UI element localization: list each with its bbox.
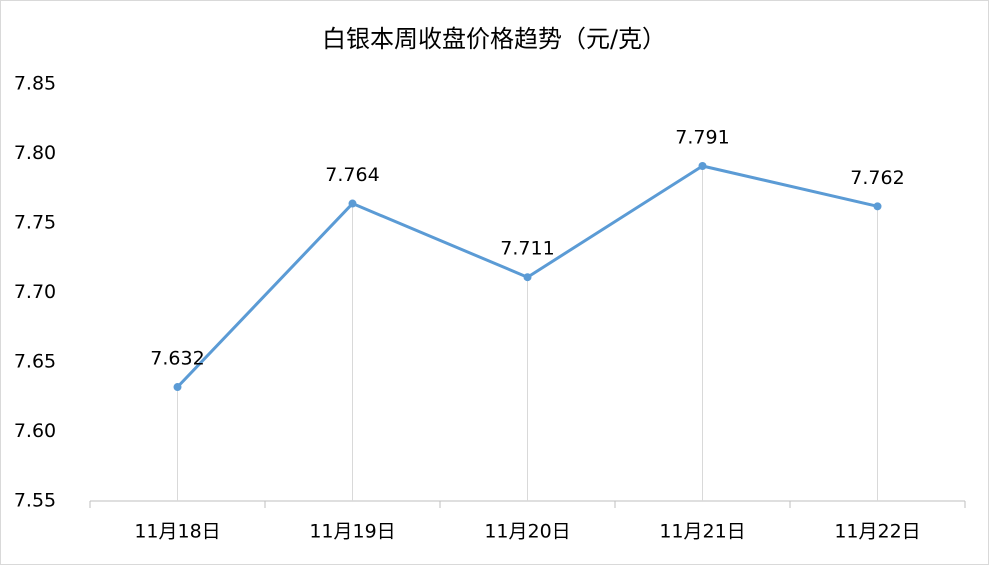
y-tick-label: 7.60: [14, 420, 56, 442]
y-tick-label: 7.85: [14, 73, 56, 95]
x-tick-label: 11月18日: [134, 521, 220, 543]
data-point: [173, 383, 182, 392]
data-point: [523, 273, 532, 282]
y-tick-label: 7.70: [14, 281, 56, 303]
x-tick-label: 11月21日: [659, 521, 745, 543]
data-point: [348, 199, 357, 208]
x-tick-label: 11月20日: [484, 521, 570, 543]
y-tick-label: 7.55: [14, 490, 56, 512]
y-tick-label: 7.65: [14, 351, 56, 373]
data-point: [873, 202, 882, 211]
chart-title: 白银本周收盘价格趋势（元/克）: [322, 25, 666, 53]
data-label: 7.791: [675, 127, 729, 149]
data-label: 7.762: [850, 167, 904, 189]
data-label: 7.632: [150, 348, 204, 370]
x-tick-label: 11月19日: [309, 521, 395, 543]
y-tick-label: 7.75: [14, 212, 56, 234]
x-tick-label: 11月22日: [834, 521, 920, 543]
data-label: 7.764: [325, 164, 379, 186]
data-label: 7.711: [500, 238, 554, 260]
data-point: [698, 162, 707, 171]
y-tick-label: 7.80: [14, 142, 56, 164]
